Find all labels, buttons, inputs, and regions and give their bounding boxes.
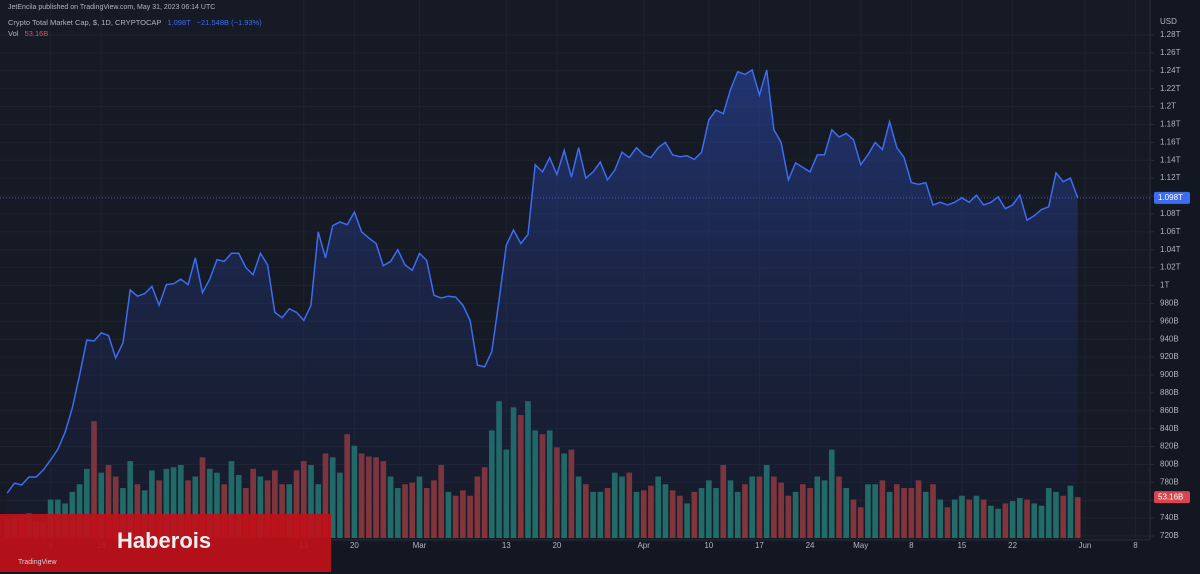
y-tick-label: 800B [1160,460,1179,469]
footer-logo: TradingView [18,559,57,566]
y-tick-label: 1.02T [1160,263,1181,272]
y-tick-label: 980B [1160,299,1179,308]
y-tick-label: 1.28T [1160,30,1181,39]
x-tick-label: Mar [413,541,427,550]
y-tick-label: 860B [1160,406,1179,415]
currency-label: USD [1160,17,1177,26]
y-tick-label: 720B [1160,531,1179,540]
x-tick-label: 20 [552,541,561,550]
x-tick-label: Apr [637,541,650,550]
y-tick-label: 960B [1160,316,1179,325]
y-tick-label: 780B [1160,477,1179,486]
y-tick-label: 1.26T [1160,48,1181,57]
y-tick-label: 1.06T [1160,227,1181,236]
y-tick-label: 1.2T [1160,102,1176,111]
y-tick-label: 1.12T [1160,173,1181,182]
y-tick-label: 1.14T [1160,155,1181,164]
x-tick-label: 20 [350,541,359,550]
banner: Haberois [0,514,331,572]
y-tick-label: 820B [1160,442,1179,451]
volume-tag [1154,491,1190,504]
y-tick-label: 1.08T [1160,209,1181,218]
x-tick-label: 10 [704,541,713,550]
legend-row: Vol 53.16B [8,29,48,38]
price-line [6,68,1079,494]
x-tick-label: May [853,541,868,550]
legend-vol-value: 53.16B [24,29,49,38]
y-tick-label: 920B [1160,352,1179,361]
y-tick-label: 1.16T [1160,137,1181,146]
y-tick-label: 900B [1160,370,1179,379]
y-tick-label: 740B [1160,513,1179,522]
legend-row: Crypto Total Market Cap, $, 1D, CRYPTOCA… [8,18,262,27]
x-tick-label: 8 [909,541,914,550]
x-tick-label: 8 [1133,541,1138,550]
legend-vol: Vol [8,29,19,38]
area-fill [7,69,1078,539]
legend-change: −21.548B (−1.93%) [196,18,262,27]
x-tick-label: 22 [1008,541,1017,550]
volume-tag-text: 53.16B [1158,492,1183,501]
y-tick-label: 880B [1160,388,1179,397]
y-tick-label: 1.24T [1160,66,1181,75]
y-tick-label: 1.22T [1160,84,1181,93]
x-tick-label: 13 [502,541,511,550]
price-tag [1154,191,1190,204]
x-tick-label: 17 [755,541,764,550]
x-tick-label: 24 [806,541,815,550]
price-tag-text: 1.098T [1158,193,1183,202]
y-tick-label: 1.04T [1160,245,1181,254]
x-tick-label: 15 [957,541,966,550]
legend-price: 1.098T [167,18,191,27]
y-tick-label: 1T [1160,281,1169,290]
x-tick-label: Jun [1078,541,1091,550]
y-tick-label: 1.18T [1160,120,1181,129]
y-tick-label: 840B [1160,424,1179,433]
legend-series: Crypto Total Market Cap, $, 1D, CRYPTOCA… [8,18,162,27]
y-tick-label: 940B [1160,334,1179,343]
attribution: JetEncila published on TradingView.com, … [8,4,216,11]
banner-text: Haberois [117,528,212,553]
